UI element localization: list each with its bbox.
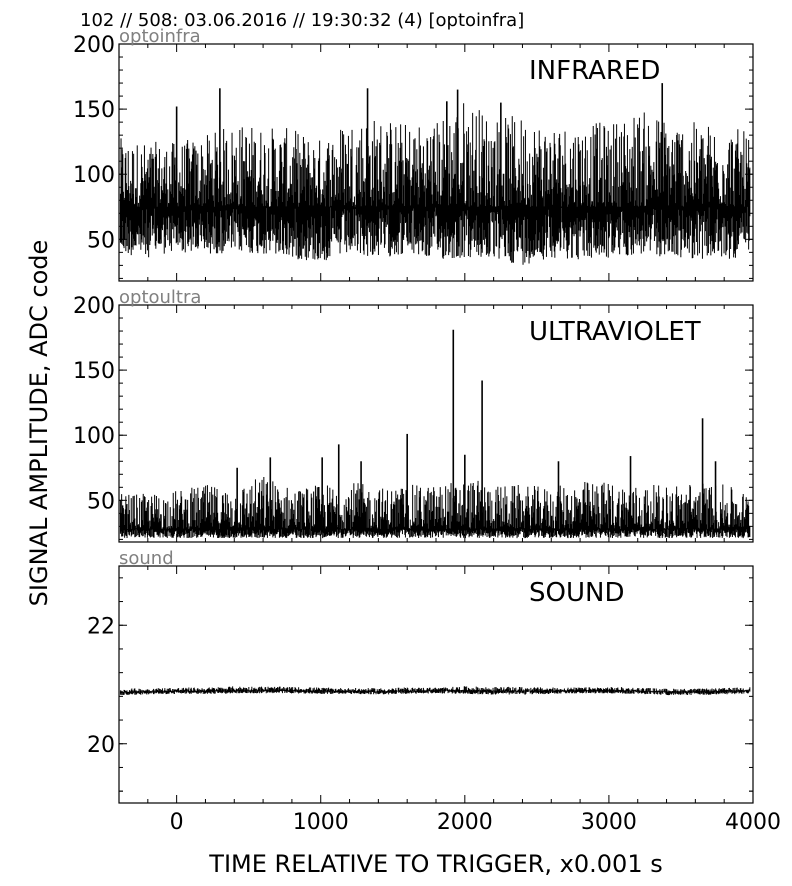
y-tick-label: 22 — [87, 614, 115, 639]
panel-title-optoinfra: INFRARED — [529, 56, 660, 86]
panel-title-optoultra: ULTRAVIOLET — [529, 317, 701, 347]
x-tick-label: 1000 — [293, 810, 349, 835]
panel-optoinfra: 50 100 150 200 optoinfra INFRARED — [73, 26, 754, 282]
trace-sound — [119, 686, 751, 696]
figure-header: 102 // 508: 03.06.2016 // 19:30:32 (4) [… — [80, 10, 524, 31]
x-tick-label: 2000 — [437, 810, 493, 835]
panel-title-sound: SOUND — [529, 578, 624, 608]
y-tick-label: 20 — [87, 733, 115, 758]
x-tick-label: 3000 — [581, 810, 637, 835]
y-axis-label: SIGNAL AMPLITUDE, ADC code — [25, 240, 53, 607]
x-axis-label: TIME RELATIVE TO TRIGGER, x0.001 s — [208, 850, 662, 878]
x-tick-label: 4000 — [725, 810, 781, 835]
y-tick-label: 50 — [87, 228, 115, 253]
y-tick-label: 50 — [87, 489, 115, 514]
panel-optoultra: 50 100 150 200 optoultra ULTRAVIOLET — [73, 287, 754, 543]
y-tick-label: 100 — [73, 163, 115, 188]
y-tick-label: 100 — [73, 424, 115, 449]
trace-optoultra — [119, 476, 751, 539]
channel-label-optoultra: optoultra — [119, 287, 201, 308]
y-tick-label: 150 — [73, 98, 115, 123]
y-tick-label: 200 — [73, 33, 115, 58]
x-tick-label: 0 — [170, 810, 184, 835]
panel-frame-sound — [118, 565, 754, 804]
panel-sound: 0 1000 2000 3000 4000 20 22 sound SOUND — [87, 548, 781, 835]
y-tick-label: 200 — [73, 294, 115, 319]
channel-label-optoinfra: optoinfra — [119, 26, 201, 47]
trace-optoinfra — [119, 103, 751, 265]
channel-label-sound: sound — [119, 548, 174, 569]
y-tick-label: 150 — [73, 359, 115, 384]
